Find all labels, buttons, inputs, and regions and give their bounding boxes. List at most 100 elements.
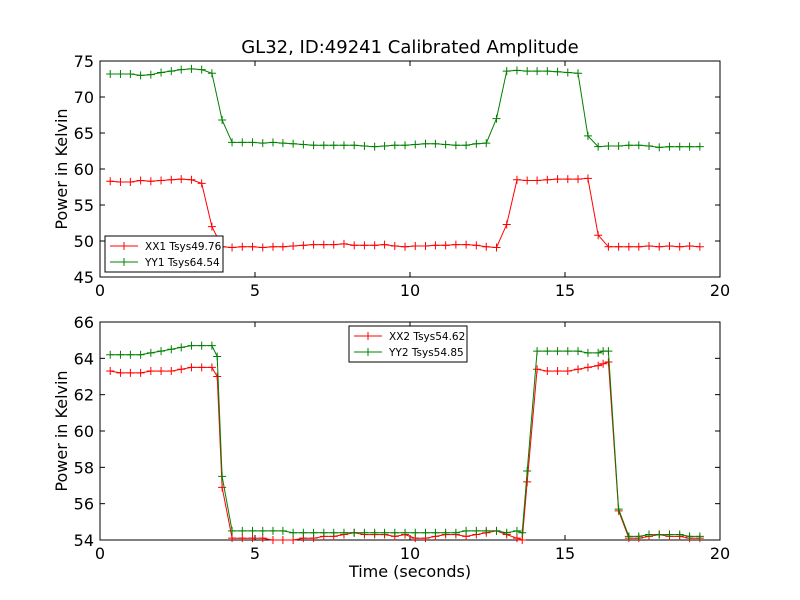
data-point — [228, 526, 237, 535]
data-point — [563, 347, 572, 356]
y-tick-label: 55 — [74, 196, 94, 215]
legend-marker — [120, 258, 128, 266]
data-point — [116, 69, 125, 78]
data-point — [451, 240, 460, 249]
data-point — [401, 141, 410, 150]
data-point — [411, 242, 420, 251]
data-point — [512, 526, 521, 535]
data-point — [624, 532, 633, 541]
data-point — [533, 347, 542, 356]
data-point — [451, 141, 460, 150]
data-point — [339, 239, 348, 248]
data-point — [675, 530, 684, 539]
legend-label: YY1 Tsys64.54 — [144, 257, 220, 269]
data-point — [278, 536, 287, 544]
data-point — [583, 131, 592, 140]
data-point — [645, 141, 654, 150]
data-point — [543, 67, 552, 76]
data-point — [563, 175, 572, 184]
data-point — [614, 242, 623, 251]
data-point — [518, 528, 527, 537]
data-point — [350, 141, 359, 150]
data-point — [431, 241, 440, 250]
data-point — [523, 176, 532, 185]
data-point — [523, 67, 532, 76]
data-point — [218, 472, 227, 481]
data-point — [512, 66, 521, 75]
data-point — [685, 142, 694, 151]
data-point — [624, 141, 633, 150]
data-point — [492, 526, 501, 535]
data-point — [482, 526, 491, 535]
data-point — [258, 526, 267, 535]
data-point — [390, 242, 399, 251]
x-tick-label: 10 — [400, 544, 420, 563]
data-point — [309, 528, 318, 537]
data-point — [268, 242, 277, 251]
data-point — [421, 139, 430, 148]
y-tick-label: 56 — [74, 495, 94, 514]
y-tick-label: 54 — [74, 531, 94, 550]
data-point — [523, 466, 532, 475]
data-point — [136, 350, 145, 359]
data-point — [218, 116, 227, 125]
data-point — [472, 526, 481, 535]
data-point — [563, 68, 572, 77]
data-point — [146, 70, 155, 79]
data-point — [126, 368, 135, 377]
data-point — [451, 528, 460, 537]
x-tick-label: 15 — [555, 544, 575, 563]
data-point — [146, 348, 155, 357]
data-point — [228, 534, 237, 543]
legend-box — [104, 235, 224, 273]
data-point — [248, 534, 257, 543]
data-point — [228, 243, 237, 252]
legend-marker — [120, 242, 128, 250]
data-point — [187, 64, 196, 73]
data-point — [106, 350, 115, 359]
y-tick-label: 70 — [74, 88, 94, 107]
data-point — [136, 368, 145, 377]
data-point — [370, 528, 379, 537]
data-point — [177, 175, 186, 184]
data-point — [268, 138, 277, 147]
series-1 — [106, 174, 704, 252]
data-point — [258, 139, 267, 148]
data-point — [645, 530, 654, 539]
data-point — [289, 242, 298, 251]
data-point — [187, 175, 196, 184]
data-point — [350, 528, 359, 537]
y-axis-label: Power in Kelvin — [52, 108, 71, 229]
data-point — [614, 505, 623, 514]
data-point — [462, 141, 471, 150]
data-point — [421, 242, 430, 251]
data-point — [604, 242, 613, 251]
data-point — [248, 242, 257, 251]
data-point — [167, 345, 176, 354]
x-tick-label: 10 — [400, 281, 420, 300]
data-point — [543, 347, 552, 356]
data-point — [370, 241, 379, 250]
data-point — [116, 177, 125, 186]
data-point — [543, 175, 552, 184]
y-tick-label: 62 — [74, 386, 94, 405]
data-point — [268, 526, 277, 535]
data-point — [482, 242, 491, 251]
data-point — [299, 528, 308, 537]
data-point — [675, 242, 684, 251]
data-point — [492, 114, 501, 123]
data-point — [523, 477, 532, 486]
data-point — [238, 242, 247, 251]
data-point — [146, 177, 155, 186]
data-point — [207, 69, 216, 78]
data-point — [695, 532, 704, 541]
x-tick-label: 5 — [250, 544, 260, 563]
data-point — [197, 65, 206, 74]
data-point — [604, 357, 613, 366]
x-tick-label: 20 — [710, 544, 730, 563]
data-point — [665, 242, 674, 251]
data-point — [157, 68, 166, 77]
data-point — [553, 175, 562, 184]
data-point — [655, 242, 664, 251]
data-point — [594, 231, 603, 240]
